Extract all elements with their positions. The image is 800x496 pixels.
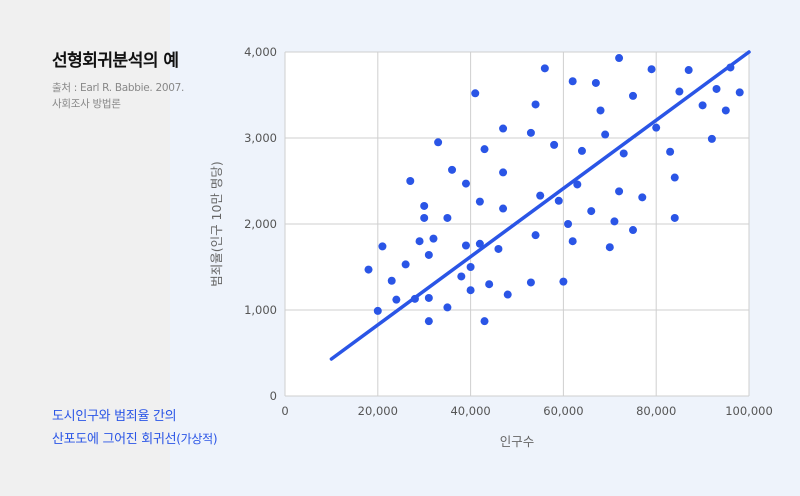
caption-line-2: 산포도에 그어진 회귀선(가상적) (52, 428, 218, 451)
source-line-2: 사회조사 방법론 (52, 98, 121, 110)
y-tick-label: 0 (270, 389, 277, 403)
data-point (652, 123, 661, 132)
x-tick-labels: 0 20,000 40,000 60,000 80,000 100,000 (281, 404, 772, 418)
source-line-1: 출처 : Earl R. Babbie. 2007. (52, 82, 185, 94)
y-tick-label: 1,000 (244, 303, 277, 317)
y-tick-label: 4,000 (244, 45, 277, 59)
x-tick-label: 100,000 (725, 404, 773, 418)
data-point (531, 231, 540, 240)
data-point (721, 106, 730, 115)
data-point (666, 147, 675, 156)
data-point (392, 295, 401, 304)
data-point (573, 180, 582, 189)
data-point (485, 280, 494, 289)
left-panel (0, 0, 170, 496)
data-point (434, 138, 443, 147)
data-point (675, 87, 684, 96)
x-tick-label: 60,000 (543, 404, 583, 418)
data-point (568, 77, 577, 86)
data-point (526, 128, 535, 137)
data-point (638, 193, 647, 202)
data-point (499, 168, 508, 177)
data-point (466, 263, 475, 271)
data-point (415, 237, 424, 246)
data-point (406, 177, 415, 185)
data-point (466, 286, 475, 295)
data-point (568, 237, 577, 246)
x-tick-label: 80,000 (636, 404, 676, 418)
data-point (420, 213, 429, 222)
data-point (601, 130, 610, 139)
data-point (540, 64, 549, 73)
x-tick-label: 20,000 (358, 404, 398, 418)
data-point (707, 134, 716, 143)
data-point (424, 293, 433, 302)
caption-line-1: 도시인구와 범죄율 간의 (52, 409, 177, 424)
data-point (443, 213, 452, 222)
data-point (684, 66, 693, 75)
data-point (670, 213, 679, 222)
x-tick-label: 0 (281, 404, 288, 418)
data-point (461, 241, 470, 250)
data-point (629, 226, 637, 235)
y-axis-title: 범죄율(인구 10만 명당) (209, 161, 224, 287)
data-point (596, 106, 605, 115)
data-point (494, 244, 503, 253)
data-point (499, 124, 508, 133)
y-tick-label: 3,000 (244, 131, 277, 145)
data-point (480, 145, 489, 154)
data-point (448, 165, 457, 174)
caption-line-2-main: 산포도에 그어진 회귀선 (52, 432, 177, 447)
data-point (647, 65, 656, 74)
data-point (605, 243, 614, 252)
data-point (698, 101, 707, 110)
data-point (531, 100, 540, 109)
data-point (536, 191, 545, 200)
data-point (554, 196, 563, 205)
data-point (550, 140, 559, 149)
data-point (564, 220, 573, 228)
data-point (587, 207, 596, 216)
data-point (735, 88, 744, 97)
data-point (499, 204, 508, 213)
data-point (670, 173, 679, 182)
data-point (378, 242, 387, 251)
data-point (480, 317, 489, 326)
x-tick-label: 40,000 (450, 404, 490, 418)
data-point (429, 234, 438, 243)
data-point (401, 260, 410, 269)
data-point (610, 217, 619, 226)
data-point (619, 149, 628, 158)
data-point (461, 179, 470, 188)
chart-caption: 도시인구와 범죄율 간의 산포도에 그어진 회귀선(가상적) (52, 406, 218, 451)
data-point (503, 290, 512, 299)
data-point (457, 272, 466, 281)
data-point (387, 276, 396, 285)
data-point (420, 201, 429, 210)
x-axis-title: 인구수 (500, 434, 535, 449)
data-point (424, 317, 433, 326)
data-point (526, 278, 535, 287)
data-point (629, 91, 637, 100)
caption-line-2-suffix: (가상적) (176, 432, 218, 446)
data-point (591, 78, 600, 87)
data-point (475, 239, 484, 248)
y-tick-label: 2,000 (244, 217, 277, 231)
y-tick-labels: 0 1,000 2,000 3,000 4,000 (244, 45, 277, 403)
data-point (615, 54, 624, 63)
data-point (475, 197, 484, 206)
data-point (615, 187, 624, 196)
data-point (364, 265, 373, 274)
regression-line (329, 50, 751, 361)
page-title: 선형회귀분석의 예 (52, 51, 179, 71)
data-point (471, 89, 480, 98)
data-point (443, 303, 452, 312)
data-point (712, 84, 721, 93)
data-point (559, 277, 568, 286)
data-point (577, 146, 586, 155)
data-point (373, 306, 382, 315)
data-point (424, 250, 433, 259)
source-citation: 출처 : Earl R. Babbie. 2007. 사회조사 방법론 (52, 80, 202, 112)
